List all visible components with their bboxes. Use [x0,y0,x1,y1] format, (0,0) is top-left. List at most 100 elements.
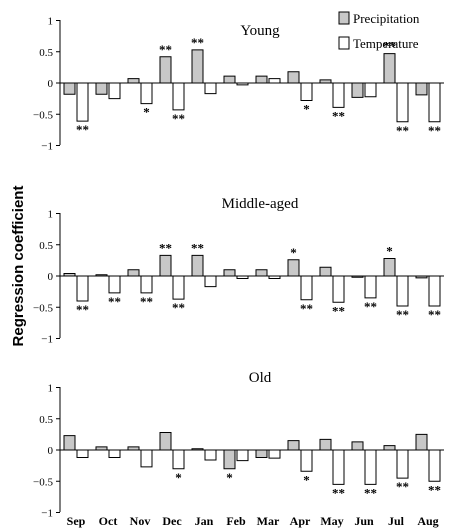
x-tick-label: Apr [290,514,311,528]
precipitation-bar [319,79,332,84]
precipitation-bar [159,432,172,451]
temperature-bar [428,275,441,307]
temperature-bar [268,275,281,279]
temperature-bar [172,449,185,470]
temperature-bar [364,449,377,485]
precipitation-bar [63,273,76,277]
y-tick-label: −0.5 [33,476,53,488]
legend-label: Temperature [353,36,419,51]
precipitation-bar [127,269,140,277]
significance-marker: ** [332,303,345,318]
precipitation-bar [127,446,140,451]
significance-marker: ** [191,35,204,50]
temperature-bar [364,275,377,299]
significance-marker: ** [332,485,345,500]
precipitation-bar [255,449,268,458]
significance-marker: ** [159,240,172,255]
significance-marker: * [175,470,182,485]
significance-marker: ** [332,108,345,123]
legend-swatch [338,11,350,25]
precipitation-bar [191,448,204,451]
panel-title: Young [240,23,280,39]
temperature-bar [396,449,409,479]
x-tick-label: Mar [257,514,280,528]
precipitation-bar [415,82,428,96]
temperature-bar [268,449,281,459]
temperature-bar [172,275,185,300]
y-tick-label: −0.5 [33,302,53,314]
significance-marker: ** [191,240,204,255]
precipitation-bar [383,445,396,451]
precipitation-bar [287,259,300,277]
significance-marker: ** [428,123,441,138]
x-tick-label: Jun [354,514,374,528]
y-tick-label: −1 [41,141,53,153]
significance-marker: ** [428,307,441,322]
temperature-bar [332,449,345,485]
precipitation-bar [255,75,268,84]
significance-marker: * [386,244,393,259]
legend-swatch [338,36,350,50]
y-tick-label: −1 [41,508,53,520]
temperature-bar [108,275,121,294]
significance-marker: ** [364,299,377,314]
x-tick-label: Sep [67,514,86,528]
temperature-bar [396,275,409,307]
precipitation-bar [191,254,204,277]
x-tick-label: Jan [195,514,214,528]
x-tick-label: May [320,514,343,528]
temperature-bar [332,275,345,303]
temperature-bar [140,275,153,294]
significance-marker: * [143,105,150,120]
temperature-bar [76,82,89,122]
precipitation-bar [63,82,76,95]
temperature-bar [332,82,345,108]
precipitation-bar [159,254,172,277]
significance-marker: ** [396,479,409,494]
y-tick-label: 1 [48,383,54,395]
temperature-bar [140,449,153,468]
y-tick-label: 0.5 [39,47,53,59]
panel-title: Old [249,370,272,386]
y-tick-label: 0 [48,445,54,457]
temperature-bar [300,275,313,301]
temperature-bar [300,82,313,101]
significance-marker: * [226,470,233,485]
temperature-bar [300,449,313,472]
precipitation-bar [351,441,364,451]
y-tick-label: 0 [48,78,54,90]
legend-label: Precipitation [353,11,420,26]
precipitation-bar [95,82,108,95]
precipitation-bar [383,258,396,277]
significance-marker: ** [108,294,121,309]
significance-marker: ** [300,301,313,316]
significance-marker: * [290,245,297,260]
y-tick-label: −0.5 [33,109,53,121]
x-tick-label: Nov [130,514,151,528]
y-tick-label: 1 [48,209,54,221]
temperature-bar [108,82,121,100]
precipitation-bar [95,446,108,451]
x-tick-label: Feb [226,514,246,528]
precipitation-bar [383,53,396,84]
panel-title: Middle-aged [222,196,299,212]
precipitation-bar [95,274,108,277]
temperature-bar [76,275,89,302]
y-tick-label: −1 [41,334,53,346]
significance-marker: ** [76,122,89,137]
temperature-bar [364,82,377,98]
y-tick-label: 0.5 [39,414,53,426]
precipitation-bar [191,49,204,84]
temperature-bar [204,82,217,95]
x-tick-label: Dec [162,514,182,528]
significance-marker: ** [364,485,377,500]
significance-marker: ** [172,300,185,315]
temperature-bar [428,82,441,123]
temperature-bar [236,449,249,462]
precipitation-bar [63,435,76,451]
significance-marker: ** [396,307,409,322]
temperature-bar [428,449,441,482]
precipitation-bar [223,449,236,470]
significance-marker: ** [383,39,396,54]
